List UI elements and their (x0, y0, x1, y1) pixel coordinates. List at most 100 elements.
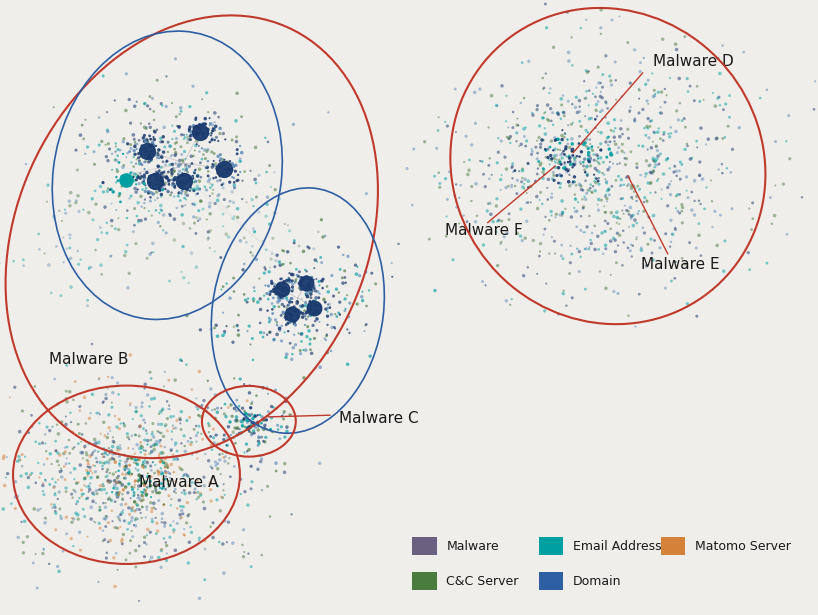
Point (114, 456, 127, 466)
Point (481, 206, 494, 216)
Point (155, 419, 168, 429)
Point (154, 182, 167, 192)
Point (120, 456, 133, 466)
Point (537, 167, 550, 177)
Point (639, 79, 652, 89)
Point (595, 128, 608, 138)
Point (251, 422, 264, 432)
Point (339, 294, 352, 304)
Point (299, 309, 312, 319)
Point (97, 418, 110, 427)
Point (204, 485, 217, 494)
Point (600, 51, 613, 61)
Point (199, 154, 212, 164)
Point (231, 325, 245, 335)
Point (364, 351, 377, 361)
Point (238, 547, 251, 557)
Point (245, 333, 258, 343)
Point (212, 167, 225, 177)
Point (175, 130, 188, 140)
Point (566, 99, 579, 109)
Point (135, 443, 148, 453)
Point (147, 141, 160, 151)
Point (150, 205, 163, 215)
Point (130, 175, 143, 184)
Point (238, 167, 251, 177)
Point (247, 418, 260, 428)
Point (273, 284, 286, 294)
Point (79, 149, 92, 159)
Point (508, 165, 521, 175)
Point (518, 93, 531, 103)
Point (584, 161, 597, 171)
Point (690, 136, 703, 146)
Point (547, 175, 560, 185)
Point (624, 147, 637, 157)
Point (169, 488, 182, 498)
Point (625, 192, 638, 202)
Point (627, 187, 640, 197)
Point (294, 279, 308, 288)
Point (622, 133, 635, 143)
Point (281, 247, 294, 256)
Point (278, 219, 291, 229)
Point (119, 555, 133, 565)
Point (29, 437, 43, 446)
Point (305, 285, 318, 295)
Point (548, 154, 561, 164)
Point (198, 129, 211, 139)
Point (652, 174, 665, 184)
Point (557, 108, 570, 117)
Point (318, 333, 331, 343)
Point (587, 89, 600, 98)
Point (285, 311, 298, 321)
Point (227, 322, 240, 331)
Point (569, 103, 582, 113)
Point (55, 514, 68, 523)
Point (449, 84, 462, 94)
Point (506, 173, 519, 183)
Point (196, 204, 209, 214)
Point (97, 443, 110, 453)
Point (205, 181, 218, 191)
Point (128, 184, 142, 194)
Point (11, 533, 25, 542)
Point (534, 188, 547, 197)
Point (155, 484, 169, 494)
Point (595, 29, 608, 39)
Point (365, 268, 378, 278)
Point (195, 125, 208, 135)
Point (59, 446, 72, 456)
Point (88, 490, 101, 499)
Point (555, 251, 568, 261)
Point (220, 202, 233, 212)
Point (196, 154, 209, 164)
Point (275, 293, 288, 303)
Point (465, 196, 478, 206)
Point (164, 160, 177, 170)
Point (141, 505, 154, 515)
Point (518, 184, 531, 194)
Point (285, 304, 298, 314)
Point (78, 480, 91, 490)
Point (113, 459, 126, 469)
Point (555, 94, 568, 104)
Point (297, 247, 310, 256)
Point (86, 488, 99, 498)
Point (566, 151, 579, 161)
Point (240, 418, 254, 427)
Point (222, 157, 235, 167)
Point (226, 411, 239, 421)
Point (165, 169, 178, 178)
Point (283, 295, 296, 305)
Point (265, 287, 278, 296)
Point (645, 168, 658, 178)
Point (123, 434, 136, 444)
Point (16, 538, 29, 547)
Point (266, 299, 279, 309)
Point (113, 477, 126, 486)
Point (190, 262, 203, 272)
Point (285, 277, 298, 287)
Point (627, 221, 640, 231)
Point (138, 532, 151, 542)
